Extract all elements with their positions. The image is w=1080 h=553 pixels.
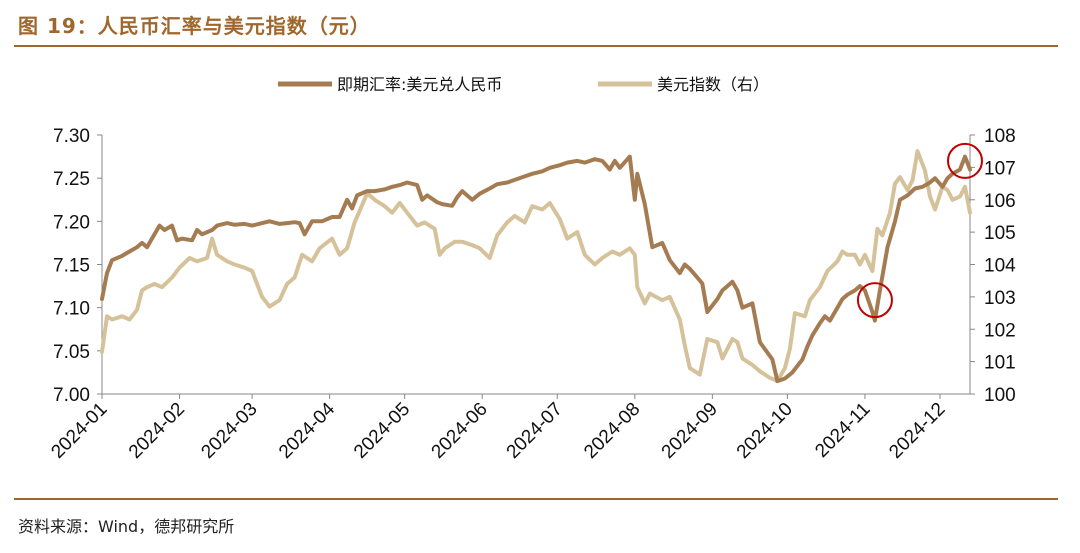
right-tick-label: 103 bbox=[984, 288, 1016, 309]
highlight-circle-1 bbox=[856, 282, 893, 319]
x-tick-label: 2024-03 bbox=[197, 399, 261, 463]
legend-label-exchange-rate: 即期汇率:美元兑人民币 bbox=[337, 75, 502, 94]
legend-label-dollar-index: 美元指数（右） bbox=[657, 75, 769, 94]
x-tick-label: 2024-10 bbox=[733, 399, 797, 463]
footer-divider bbox=[14, 498, 1058, 500]
x-tick-label: 2024-05 bbox=[350, 399, 414, 463]
x-tick-label: 2024-07 bbox=[503, 399, 567, 463]
left-tick-label: 7.00 bbox=[53, 385, 90, 406]
x-tick-label: 2024-09 bbox=[658, 399, 722, 463]
x-tick-label: 2024-04 bbox=[275, 398, 339, 462]
right-tick-label: 105 bbox=[984, 223, 1016, 244]
x-tick-label: 2024-06 bbox=[428, 399, 492, 463]
x-tick-label: 2024-11 bbox=[811, 399, 874, 462]
right-tick-label: 106 bbox=[984, 191, 1016, 212]
right-tick-label: 104 bbox=[984, 256, 1016, 277]
x-tick-label: 2024-12 bbox=[885, 399, 949, 463]
x-tick-label: 2024-02 bbox=[125, 399, 189, 463]
source-note: 资料来源：Wind，德邦研究所 bbox=[18, 517, 235, 536]
left-tick-label: 7.20 bbox=[53, 212, 90, 233]
right-tick-label: 100 bbox=[984, 385, 1016, 406]
right-tick-label: 108 bbox=[984, 126, 1016, 147]
series-line-exchange-rate bbox=[100, 154, 972, 384]
chart-legend: 即期汇率:美元兑人民币 美元指数（右） bbox=[278, 75, 769, 94]
right-tick-label: 102 bbox=[984, 320, 1016, 341]
left-tick-label: 7.05 bbox=[53, 342, 90, 363]
line-chart: 即期汇率:美元兑人民币 美元指数（右） 7.30 7.25 7.20 7.15 7.10… bbox=[47, 75, 1016, 463]
right-tick-label: 101 bbox=[984, 353, 1016, 374]
x-tick-label: 2024-01 bbox=[47, 399, 111, 463]
series-line-dollar-index bbox=[100, 149, 972, 383]
left-tick-label: 7.10 bbox=[53, 299, 90, 320]
left-tick-label: 7.15 bbox=[53, 256, 90, 277]
right-tick-label: 107 bbox=[984, 158, 1016, 179]
title-divider bbox=[14, 45, 1058, 47]
figure-title: 图 19：人民币汇率与美元指数（元） bbox=[18, 14, 371, 38]
left-tick-label: 7.25 bbox=[53, 169, 90, 190]
highlight-circle-2 bbox=[946, 142, 983, 179]
left-tick-label: 7.30 bbox=[53, 126, 90, 147]
x-tick-label: 2024-08 bbox=[580, 399, 644, 463]
